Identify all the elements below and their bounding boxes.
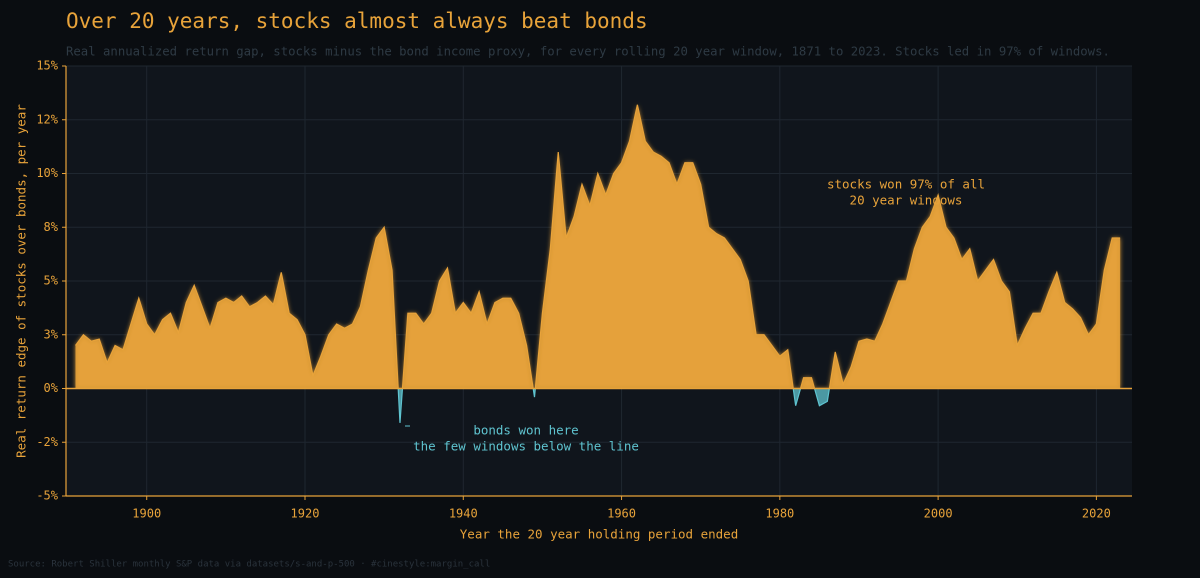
x-axis-label: Year the 20 year holding period ended: [460, 527, 738, 542]
x-tick-label: 1960: [607, 507, 636, 521]
annotation: the few windows below the line: [413, 439, 639, 454]
y-tick-label: 10%: [36, 166, 58, 180]
x-tick-label: 1900: [132, 507, 161, 521]
y-tick-label: 15%: [36, 59, 58, 73]
y-tick-label: 0%: [44, 381, 59, 395]
y-tick-label: 12%: [36, 112, 58, 126]
y-tick-label: -2%: [36, 435, 58, 449]
positive-area: [75, 104, 1121, 389]
annotation: bonds won here: [473, 423, 578, 438]
chart-title: Over 20 years, stocks almost always beat…: [66, 9, 648, 33]
source-note: Source: Robert Shiller monthly S&P data …: [8, 560, 490, 570]
y-axis-label: Real return edge of stocks over bonds, p…: [14, 104, 29, 458]
annotation: stocks won 97% of all: [827, 177, 985, 192]
positive-line: [75, 104, 1121, 389]
annotation: 20 year windows: [850, 193, 963, 208]
x-tick-label: 2000: [924, 507, 953, 521]
x-tick-label: 2020: [1082, 507, 1111, 521]
y-tick-label: 8%: [44, 220, 59, 234]
y-tick-label: 3%: [44, 327, 59, 341]
x-tick-label: 1920: [291, 507, 320, 521]
x-tick-label: 1940: [449, 507, 478, 521]
chart-subtitle: Real annualized return gap, stocks minus…: [66, 45, 1110, 59]
y-tick-label: -5%: [36, 489, 58, 503]
y-tick-label: 5%: [44, 274, 59, 288]
x-tick-label: 1980: [765, 507, 794, 521]
